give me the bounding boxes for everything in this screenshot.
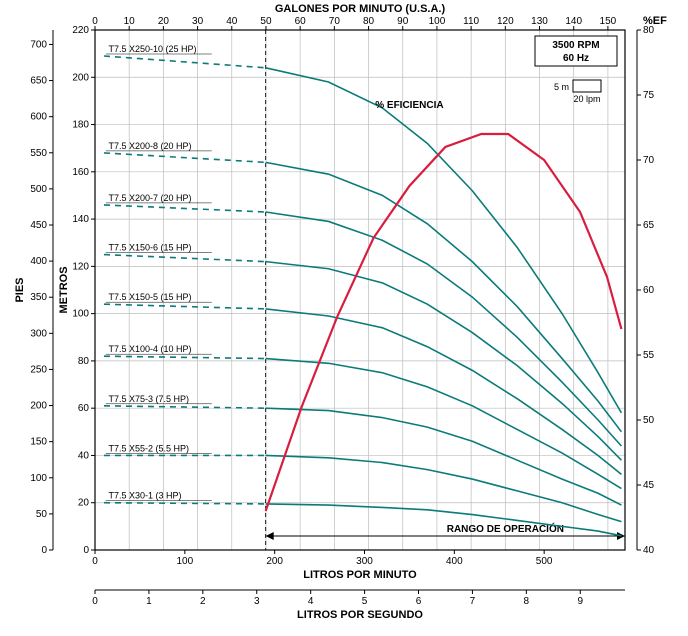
curve-label: T7.5 X150-6 (15 HP)	[108, 243, 191, 253]
curve-label: T7.5 X30-1 (3 HP)	[108, 491, 181, 501]
pies-tick: 650	[30, 76, 47, 87]
lps-title: LITROS POR SEGUNDO	[297, 609, 423, 621]
curve-label: T7.5 X200-8 (20 HP)	[108, 141, 191, 151]
pies-tick: 250	[30, 364, 47, 375]
lpm-tick: 300	[356, 556, 373, 567]
ef-tick: 45	[643, 480, 655, 491]
ef-tick: 75	[643, 90, 655, 101]
metros-tick: 80	[78, 356, 90, 367]
pies-tick: 0	[41, 545, 47, 556]
pump-chart: GALONES POR MINUTO (U.S.A.)0102030405060…	[0, 0, 688, 636]
lpm-tick: 200	[266, 556, 283, 567]
pies-tick: 450	[30, 220, 47, 231]
curve-label: T7.5 X150-5 (15 HP)	[108, 292, 191, 302]
lps-tick: 6	[416, 596, 422, 607]
top-tick: 20	[158, 16, 170, 27]
pies-tick: 500	[30, 184, 47, 195]
lpm-title: LITROS POR MINUTO	[303, 569, 417, 581]
top-tick: 60	[295, 16, 307, 27]
top-tick: 100	[429, 16, 446, 27]
lps-tick: 5	[362, 596, 368, 607]
scale-box	[573, 80, 601, 92]
top-tick: 90	[397, 16, 409, 27]
lps-tick: 3	[254, 596, 260, 607]
curve-label: T7.5 X250-10 (25 HP)	[108, 44, 196, 54]
ef-tick: 55	[643, 350, 655, 361]
top-tick: 70	[329, 16, 341, 27]
top-tick: 40	[226, 16, 238, 27]
metros-tick: 120	[72, 261, 89, 272]
lps-tick: 8	[524, 596, 530, 607]
pies-tick: 200	[30, 401, 47, 412]
pies-tick: 400	[30, 256, 47, 267]
metros-tick: 180	[72, 120, 89, 131]
metros-tick: 20	[78, 498, 90, 509]
top-tick: 50	[260, 16, 272, 27]
rpm-label: 3500 RPM	[552, 40, 599, 51]
lps-tick: 4	[308, 596, 314, 607]
curve-label: T7.5 X200-7 (20 HP)	[108, 193, 191, 203]
pies-tick: 550	[30, 148, 47, 159]
ef-tick: 60	[643, 285, 655, 296]
top-tick: 130	[531, 16, 548, 27]
pies-title: PIES	[14, 277, 26, 302]
lps-tick: 2	[200, 596, 206, 607]
pies-tick: 100	[30, 473, 47, 484]
top-tick: 140	[565, 16, 582, 27]
lps-tick: 1	[146, 596, 152, 607]
ef-tick: 65	[643, 220, 655, 231]
top-tick: 10	[124, 16, 136, 27]
ef-title: %EF	[643, 15, 667, 27]
lps-tick: 7	[470, 596, 476, 607]
top-tick: 150	[600, 16, 617, 27]
top-tick: 80	[363, 16, 375, 27]
lpm-tick: 400	[446, 556, 463, 567]
ef-tick: 40	[643, 545, 655, 556]
lpm-tick: 100	[176, 556, 193, 567]
metros-tick: 0	[83, 545, 89, 556]
lps-tick: 0	[92, 596, 98, 607]
metros-tick: 100	[72, 309, 89, 320]
metros-tick: 140	[72, 214, 89, 225]
pies-tick: 150	[30, 437, 47, 448]
metros-tick: 220	[72, 25, 89, 36]
top-axis-title: GALONES POR MINUTO (U.S.A.)	[275, 3, 446, 15]
lpm-tick: 500	[536, 556, 553, 567]
top-tick: 0	[92, 16, 98, 27]
curve-label: T7.5 X100-4 (10 HP)	[108, 344, 191, 354]
metros-title: METROS	[58, 266, 70, 313]
pies-tick: 300	[30, 328, 47, 339]
metros-tick: 40	[78, 450, 90, 461]
curve-label: T7.5 X55-2 (5.5 HP)	[108, 443, 189, 453]
lpm-tick: 0	[92, 556, 98, 567]
lps-tick: 9	[577, 596, 583, 607]
ef-tick: 50	[643, 415, 655, 426]
top-tick: 120	[497, 16, 514, 27]
top-tick: 110	[463, 16, 479, 27]
metros-tick: 160	[72, 167, 89, 178]
pies-tick: 350	[30, 292, 47, 303]
hz-label: 60 Hz	[563, 53, 589, 64]
pies-tick: 50	[36, 509, 48, 520]
efficiency-label: % EFICIENCIA	[375, 100, 443, 111]
top-tick: 30	[192, 16, 204, 27]
pies-tick: 600	[30, 112, 47, 123]
scale-v: 20 lpm	[573, 94, 600, 104]
scale-h: 5 m	[554, 82, 569, 92]
metros-tick: 200	[72, 72, 89, 83]
pies-tick: 700	[30, 39, 47, 50]
metros-tick: 60	[78, 403, 90, 414]
ef-tick: 70	[643, 155, 655, 166]
curve-label: T7.5 X75-3 (7.5 HP)	[108, 394, 189, 404]
